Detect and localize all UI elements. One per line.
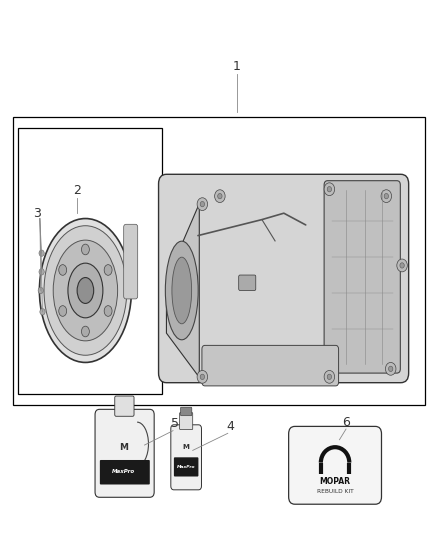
Text: 5: 5	[171, 417, 179, 430]
Bar	[13, 117, 425, 405]
Ellipse shape	[44, 226, 127, 355]
Ellipse shape	[81, 326, 89, 337]
Circle shape	[218, 193, 222, 199]
Circle shape	[327, 187, 332, 192]
Circle shape	[385, 362, 396, 375]
Circle shape	[400, 263, 404, 268]
FancyBboxPatch shape	[202, 345, 339, 386]
Circle shape	[397, 259, 407, 272]
Ellipse shape	[59, 265, 67, 276]
FancyBboxPatch shape	[289, 426, 381, 504]
Circle shape	[39, 269, 44, 275]
Circle shape	[197, 198, 208, 211]
Circle shape	[327, 374, 332, 379]
Text: 6: 6	[342, 416, 350, 429]
Text: 3: 3	[33, 207, 41, 220]
Bar	[18, 128, 162, 394]
FancyBboxPatch shape	[180, 407, 192, 416]
Circle shape	[40, 309, 45, 315]
Text: 4: 4	[226, 420, 234, 433]
Ellipse shape	[104, 305, 112, 316]
Ellipse shape	[59, 305, 67, 316]
FancyBboxPatch shape	[239, 275, 256, 290]
Text: 2: 2	[73, 184, 81, 197]
Circle shape	[200, 201, 205, 207]
FancyBboxPatch shape	[180, 413, 193, 430]
Text: M: M	[119, 443, 128, 452]
Circle shape	[39, 250, 44, 256]
Ellipse shape	[68, 263, 103, 318]
Circle shape	[384, 193, 389, 199]
Circle shape	[197, 370, 208, 383]
Polygon shape	[166, 204, 199, 377]
FancyBboxPatch shape	[115, 396, 134, 416]
Circle shape	[200, 374, 205, 379]
Circle shape	[215, 190, 225, 203]
FancyBboxPatch shape	[174, 457, 198, 477]
Text: 1: 1	[233, 60, 240, 73]
Ellipse shape	[39, 219, 131, 362]
Ellipse shape	[172, 257, 191, 324]
Circle shape	[389, 366, 393, 372]
Circle shape	[38, 287, 43, 294]
Text: REBUILD KIT: REBUILD KIT	[317, 489, 353, 495]
Ellipse shape	[53, 240, 117, 341]
Text: MaxPro: MaxPro	[112, 469, 135, 474]
FancyBboxPatch shape	[159, 174, 409, 383]
Circle shape	[381, 190, 392, 203]
Text: M: M	[183, 443, 190, 450]
Circle shape	[324, 370, 335, 383]
FancyBboxPatch shape	[124, 224, 138, 299]
FancyBboxPatch shape	[95, 409, 154, 497]
Ellipse shape	[165, 241, 198, 340]
Text: MaxPro: MaxPro	[177, 465, 195, 469]
FancyBboxPatch shape	[100, 460, 150, 484]
FancyBboxPatch shape	[324, 181, 400, 373]
Text: MOPAR: MOPAR	[320, 477, 350, 486]
Ellipse shape	[77, 278, 94, 303]
Circle shape	[324, 183, 335, 196]
Ellipse shape	[104, 265, 112, 276]
Ellipse shape	[81, 244, 89, 255]
FancyBboxPatch shape	[171, 425, 201, 490]
